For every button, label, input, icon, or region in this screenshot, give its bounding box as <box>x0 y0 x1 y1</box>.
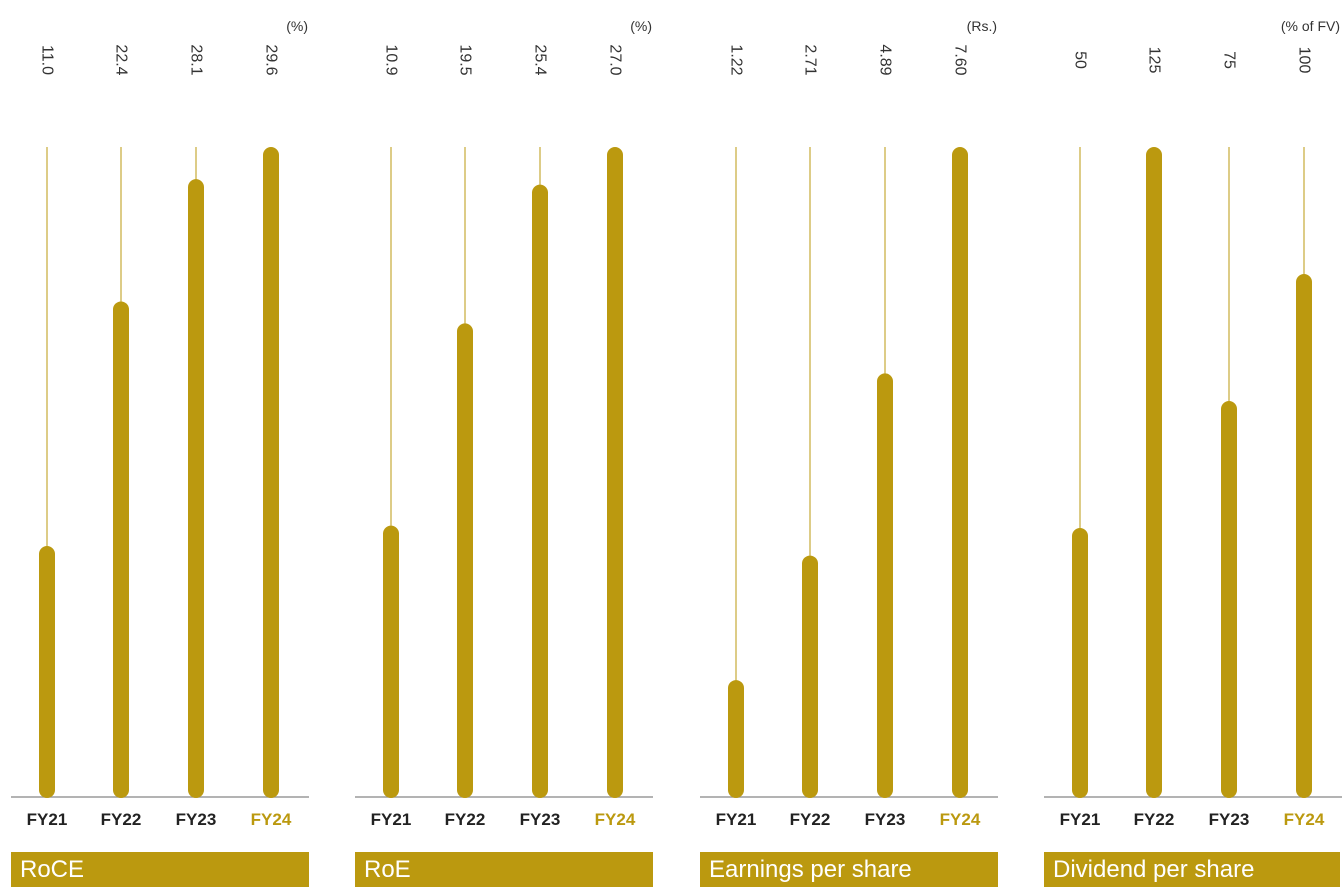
category-label: FY22 <box>790 810 831 829</box>
value-label: 1.22 <box>728 44 745 75</box>
panel-title-roce: RoCE <box>11 852 309 887</box>
category-label: FY23 <box>520 810 561 829</box>
bar-fy22 <box>1146 147 1162 798</box>
bar-fy23 <box>1221 401 1237 798</box>
bar-fy21 <box>383 525 399 798</box>
bar-fy22 <box>457 323 473 798</box>
panel-title-dps: Dividend per share <box>1044 852 1340 887</box>
bar-fy23 <box>877 373 893 798</box>
category-label: FY22 <box>445 810 486 829</box>
value-label: 125 <box>1146 47 1163 74</box>
value-label: 10.9 <box>383 44 400 75</box>
value-label: 75 <box>1221 51 1238 69</box>
bar-fy24 <box>607 147 623 798</box>
bar-fy22 <box>113 301 129 798</box>
chart-roce: 11.0 FY21 22.4 FY22 28.1 FY23 29.6 FY24 <box>11 44 309 829</box>
category-label: FY21 <box>27 810 68 829</box>
bar-fy23 <box>532 184 548 798</box>
value-label: 4.89 <box>877 44 894 75</box>
category-label: FY24 <box>251 810 292 829</box>
unit-label-eps: (Rs.) <box>966 18 997 34</box>
category-label: FY24 <box>595 810 636 829</box>
bar-fy21 <box>728 680 744 798</box>
value-label: 22.4 <box>113 44 130 75</box>
value-label: 2.71 <box>802 44 819 75</box>
chart-roe: 10.9 FY21 19.5 FY22 25.4 FY23 27.0 FY24 <box>355 44 653 829</box>
panel-title-eps: Earnings per share <box>700 852 998 887</box>
bar-fy24 <box>1296 274 1312 798</box>
bar-fy23 <box>188 179 204 798</box>
category-label: FY23 <box>176 810 217 829</box>
category-label: FY23 <box>1209 810 1250 829</box>
category-label: FY23 <box>865 810 906 829</box>
category-label: FY21 <box>371 810 412 829</box>
category-label: FY24 <box>1284 810 1325 829</box>
bar-fy22 <box>802 555 818 798</box>
value-label: 27.0 <box>607 44 624 75</box>
value-label: 100 <box>1296 47 1313 74</box>
unit-label-roe: (%) <box>630 18 652 34</box>
value-label: 50 <box>1072 51 1089 69</box>
value-label: 28.1 <box>188 44 205 75</box>
bar-fy24 <box>263 147 279 798</box>
category-label: FY22 <box>1134 810 1175 829</box>
chart-dps: 50 FY21 125 FY22 75 FY23 100 FY24 <box>1044 47 1342 829</box>
bar-fy24 <box>952 147 968 798</box>
value-label: 29.6 <box>263 44 280 75</box>
value-label: 25.4 <box>532 44 549 75</box>
category-label: FY21 <box>716 810 757 829</box>
category-label: FY21 <box>1060 810 1101 829</box>
value-label: 11.0 <box>39 45 56 75</box>
value-label: 7.60 <box>952 44 969 75</box>
panel-title-roe: RoE <box>355 852 653 887</box>
category-label: FY22 <box>101 810 142 829</box>
unit-label-roce: (%) <box>286 18 308 34</box>
bar-fy21 <box>1072 528 1088 798</box>
bar-fy21 <box>39 546 55 798</box>
unit-label-dps: (% of FV) <box>1280 18 1340 34</box>
category-label: FY24 <box>940 810 981 829</box>
value-label: 19.5 <box>457 44 474 75</box>
chart-eps: 1.22 FY21 2.71 FY22 4.89 FY23 7.60 FY24 <box>700 44 998 829</box>
